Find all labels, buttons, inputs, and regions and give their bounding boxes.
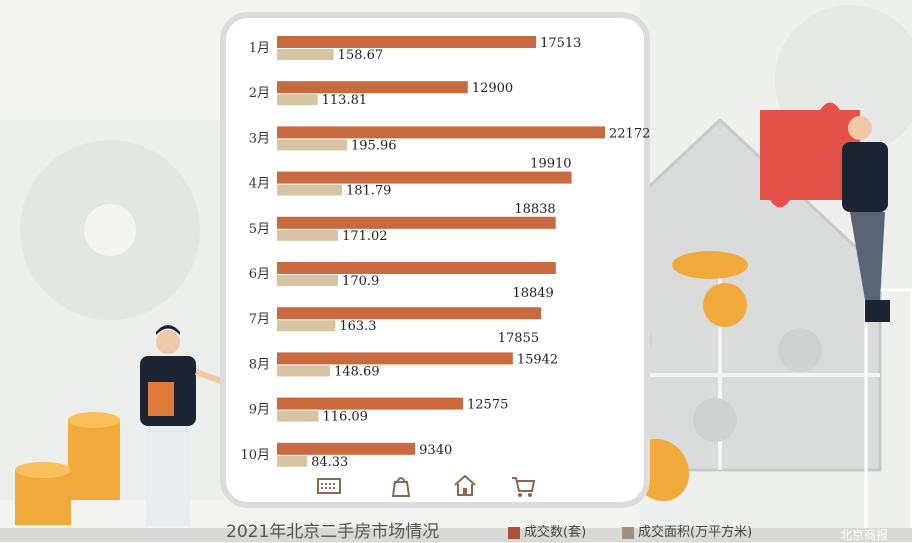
legend-area-swatch xyxy=(622,526,634,539)
value-label-area: 171.02 xyxy=(342,229,388,244)
value-label-area: 116.09 xyxy=(322,410,368,425)
bag-icon[interactable] xyxy=(388,472,414,498)
value-label-area: 181.79 xyxy=(346,184,392,199)
category-label: 10月 xyxy=(240,448,270,463)
bar-area xyxy=(277,410,319,422)
person-right-icon xyxy=(842,116,912,542)
value-label-area: 148.69 xyxy=(334,364,380,379)
category-label: 2月 xyxy=(249,86,270,101)
phone-frame xyxy=(220,12,650,508)
legend-count-label: 成交数(套) xyxy=(524,525,587,540)
category-label: 7月 xyxy=(249,312,270,327)
bar-count xyxy=(277,352,513,365)
bar-count xyxy=(277,36,537,48)
bar-area xyxy=(277,320,336,332)
category-label: 5月 xyxy=(249,222,270,237)
bar-area xyxy=(277,229,339,241)
bar-count xyxy=(277,216,556,229)
category-label: 6月 xyxy=(249,267,270,282)
value-label-count: 18849 xyxy=(512,286,553,301)
value-label-count: 12575 xyxy=(467,398,508,413)
category-label: 3月 xyxy=(249,131,270,146)
person-left-icon xyxy=(140,325,242,526)
value-label-count: 17513 xyxy=(540,36,581,51)
legend-count: 成交数(套) xyxy=(508,524,586,542)
legend-area-label: 成交面积(万平方米) xyxy=(638,525,753,540)
category-label: 8月 xyxy=(249,357,270,372)
value-label-area: 163.3 xyxy=(339,319,376,334)
bar-count xyxy=(277,307,542,320)
cart-icon[interactable] xyxy=(510,472,536,498)
bar-area xyxy=(277,139,347,151)
corner-text: 北京商报 xyxy=(840,528,889,542)
value-label-count: 18838 xyxy=(514,202,555,217)
red-puzzle-piece-icon xyxy=(760,102,860,208)
bar-area xyxy=(277,365,331,377)
value-label-count: 22172 xyxy=(609,126,650,141)
value-label-count: 19910 xyxy=(530,157,571,172)
value-label-count: 12900 xyxy=(472,81,513,96)
coin-stack-icon xyxy=(15,412,120,525)
keyboard-icon[interactable] xyxy=(316,472,342,498)
bar-count xyxy=(277,262,556,274)
home-icon[interactable] xyxy=(452,472,478,498)
chart-title: 2021年北京二手房市场情况 xyxy=(226,522,440,542)
bar-count xyxy=(277,171,572,184)
value-label-area: 113.81 xyxy=(322,93,368,108)
value-label-area: 158.67 xyxy=(338,48,384,63)
value-label-area: 170.9 xyxy=(342,274,379,289)
value-label-area: 195.96 xyxy=(351,138,397,153)
value-label-area: 84.33 xyxy=(311,455,348,470)
coin-icon xyxy=(672,251,748,279)
legend-count-swatch xyxy=(508,526,520,539)
bar-area xyxy=(277,455,308,467)
category-label: 1月 xyxy=(249,41,270,56)
bar-area xyxy=(277,184,342,196)
bar-count xyxy=(277,442,416,455)
bar-area xyxy=(277,275,339,286)
value-label-count: 9340 xyxy=(419,443,452,458)
bar-count xyxy=(277,397,464,410)
value-label-count: 15942 xyxy=(517,352,558,367)
bar-count xyxy=(277,81,468,94)
category-label: 4月 xyxy=(249,177,270,192)
bar-area xyxy=(277,94,318,106)
bar-count xyxy=(277,126,605,139)
bottom-bar xyxy=(0,528,912,542)
category-label: 9月 xyxy=(249,403,270,418)
legend-area: 成交面积(万平方米) xyxy=(622,524,752,542)
value-label-count: 17855 xyxy=(498,331,539,346)
bar-area xyxy=(277,49,334,60)
